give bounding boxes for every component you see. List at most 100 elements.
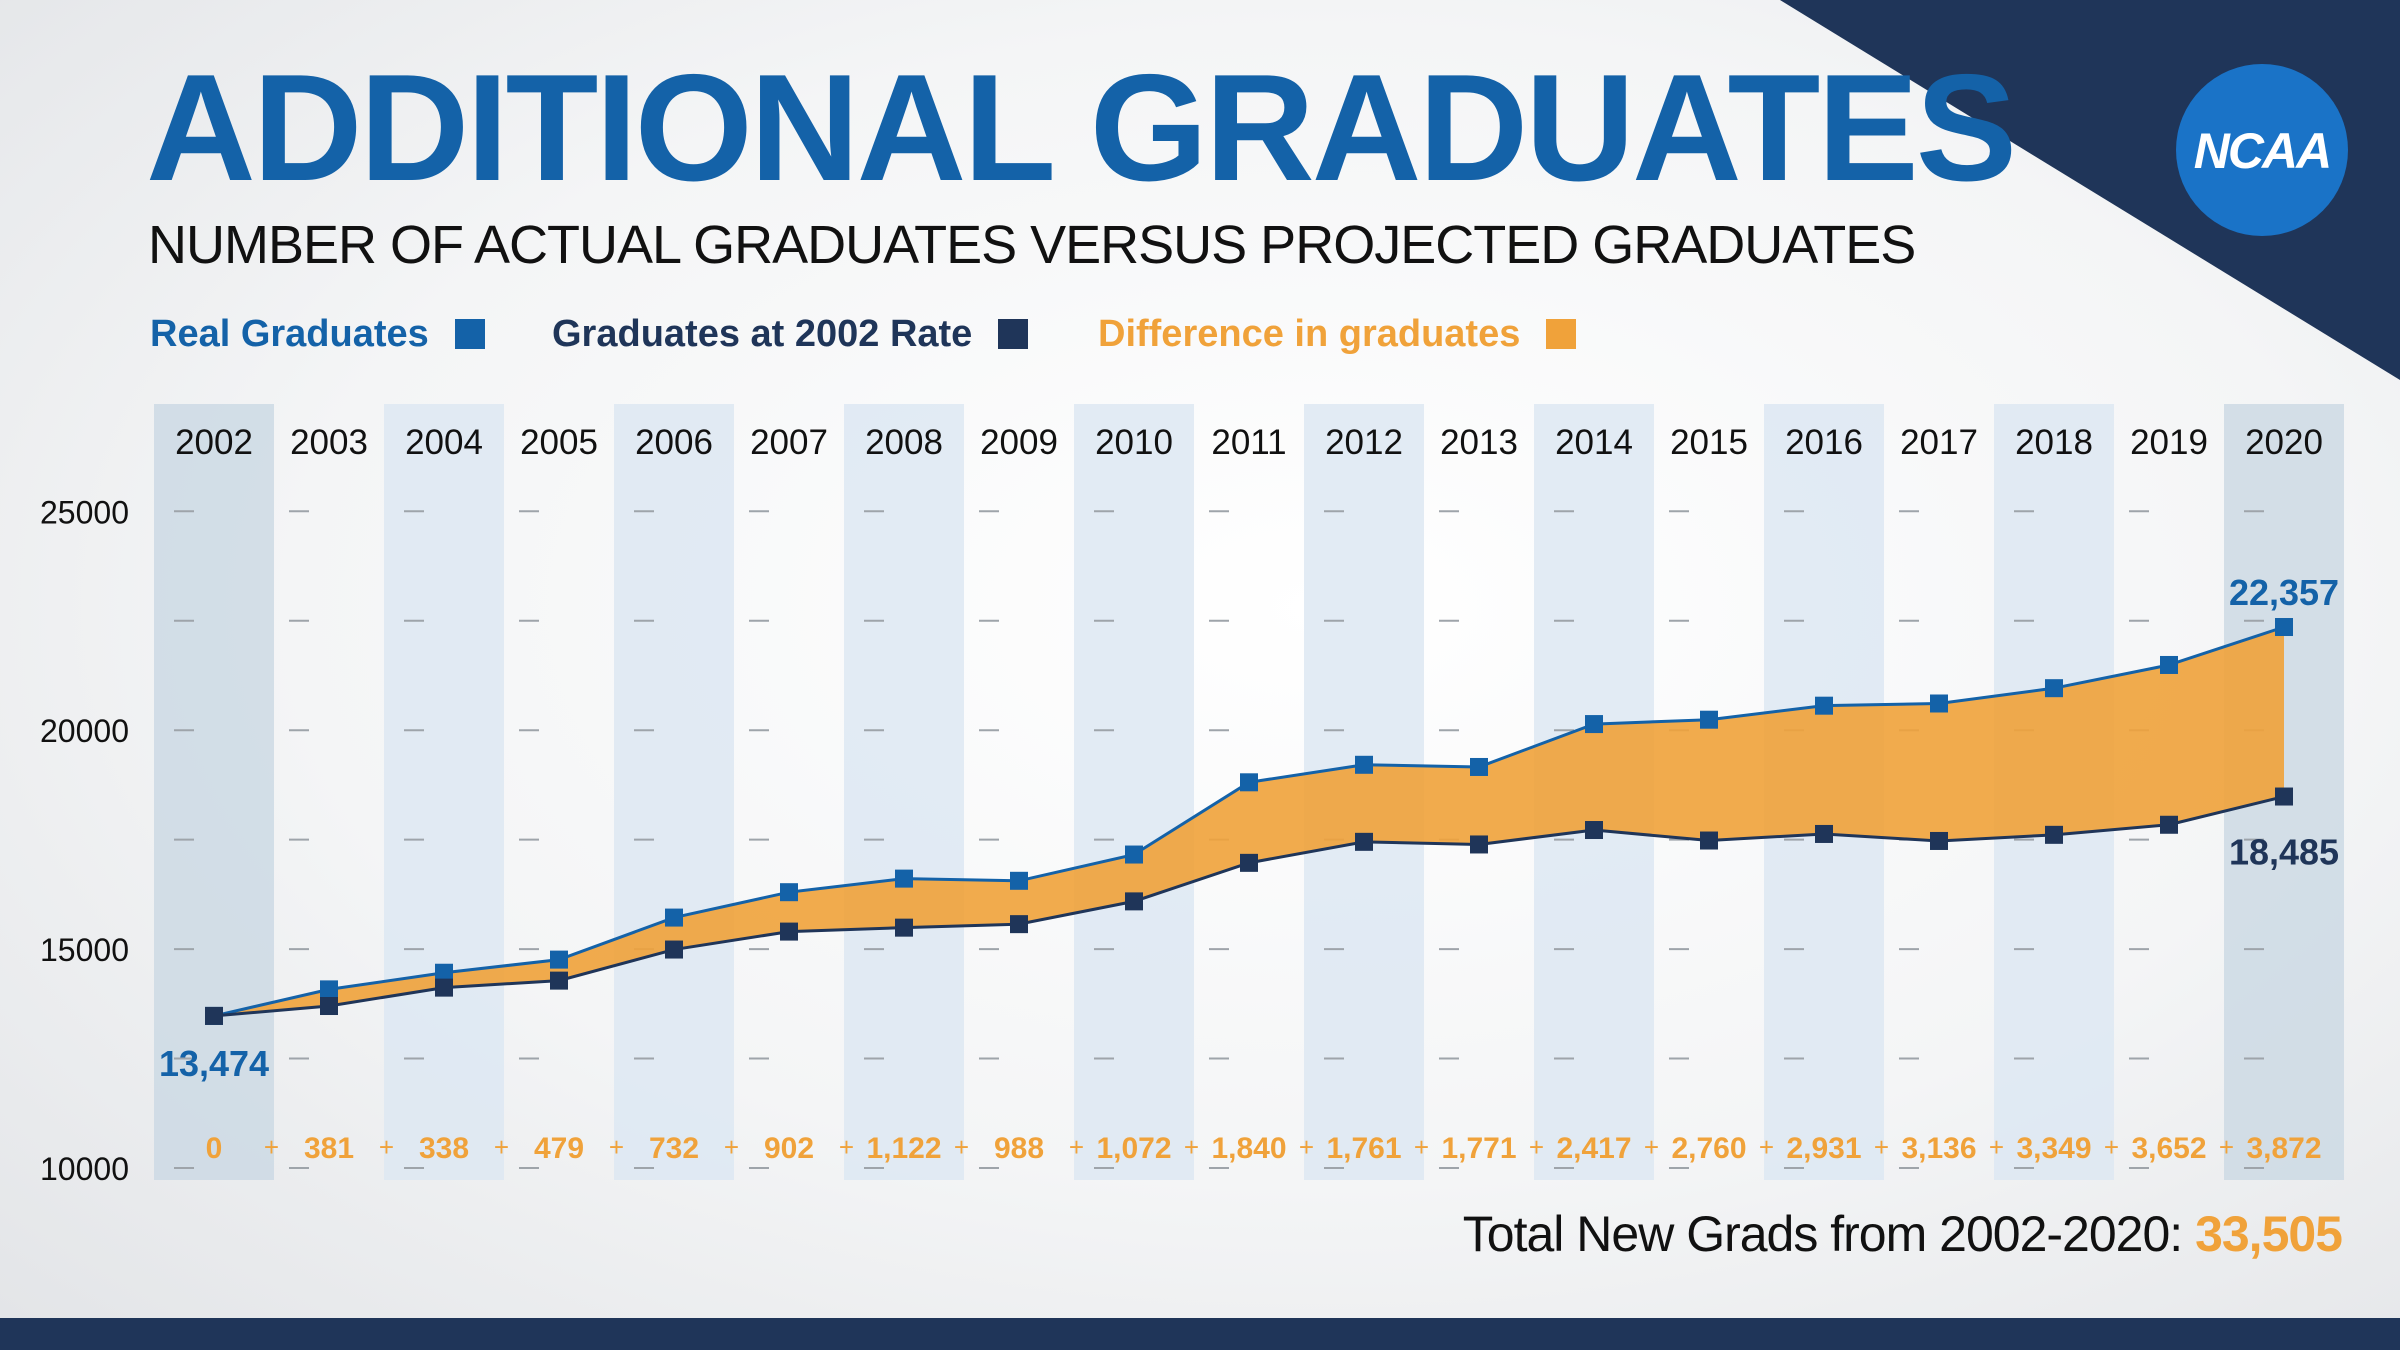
- data-point-projected: [2160, 815, 2178, 834]
- data-point-projected: [1125, 892, 1143, 911]
- data-point-real: [780, 883, 798, 902]
- plus-separator: +: [1414, 1132, 1429, 1162]
- plus-separator: +: [1989, 1132, 2004, 1162]
- difference-label: 2,931: [1786, 1132, 1861, 1165]
- data-point-projected: [1010, 915, 1028, 934]
- difference-label: 479: [534, 1132, 584, 1165]
- data-point-projected: [1700, 831, 1718, 850]
- plus-separator: +: [724, 1132, 739, 1162]
- difference-label: 1,122: [866, 1132, 941, 1165]
- data-point-real: [1700, 710, 1718, 729]
- x-tick-label: 2011: [1211, 423, 1286, 462]
- difference-label: 732: [649, 1132, 699, 1165]
- legend-swatch-projected: [998, 319, 1029, 349]
- total-new-grads: Total New Grads from 2002-2020: 33,505: [1463, 1205, 2343, 1263]
- difference-label: 2,760: [1671, 1132, 1746, 1165]
- data-point-real: [665, 908, 683, 927]
- legend-item-real: Real Graduates: [150, 310, 485, 358]
- legend-label-difference: Difference in graduates: [1098, 312, 1521, 355]
- legend-swatch-difference: [1546, 319, 1577, 349]
- plus-separator: +: [609, 1132, 624, 1162]
- year-band: [844, 404, 964, 1180]
- plus-separator: +: [494, 1132, 509, 1162]
- data-point-real: [1240, 773, 1258, 792]
- data-point-projected: [1930, 831, 1948, 850]
- x-tick-label: 2020: [2245, 423, 2323, 462]
- data-point-real: [1355, 755, 1373, 774]
- data-point-projected: [1585, 821, 1603, 840]
- data-point-real: [1470, 757, 1488, 776]
- x-tick-label: 2013: [1440, 423, 1518, 462]
- plus-separator: +: [954, 1132, 969, 1162]
- x-tick-label: 2006: [635, 423, 713, 462]
- x-tick-label: 2012: [1325, 423, 1403, 462]
- plus-separator: +: [1299, 1132, 1314, 1162]
- total-value: 33,505: [2195, 1206, 2343, 1262]
- difference-label: 902: [764, 1132, 814, 1165]
- page-subtitle: NUMBER OF ACTUAL GRADUATES VERSUS PROJEC…: [148, 215, 1916, 275]
- x-tick-label: 2002: [175, 423, 253, 462]
- data-point-projected: [780, 922, 798, 941]
- plus-separator: +: [1529, 1132, 1544, 1162]
- year-band: [614, 404, 734, 1180]
- value-annotation: 22,357: [2229, 572, 2339, 613]
- data-point-projected: [320, 997, 338, 1016]
- x-tick-label: 2007: [750, 423, 828, 462]
- footer-bar: [0, 1318, 2400, 1350]
- year-band: [154, 404, 274, 1180]
- x-tick-label: 2009: [980, 423, 1058, 462]
- data-point-projected: [895, 918, 913, 937]
- data-point-real: [1125, 845, 1143, 864]
- x-tick-label: 2010: [1095, 423, 1173, 462]
- difference-label: 338: [419, 1132, 469, 1165]
- difference-label: 1,771: [1441, 1132, 1516, 1165]
- x-tick-label: 2017: [1900, 423, 1978, 462]
- legend-swatch-real: [454, 319, 485, 349]
- data-point-real: [895, 869, 913, 888]
- year-band: [1074, 404, 1194, 1180]
- difference-label: 2,417: [1556, 1132, 1631, 1165]
- data-point-projected: [2045, 825, 2063, 844]
- logo-text: NCAA: [2194, 123, 2330, 179]
- difference-label: 1,072: [1096, 1132, 1171, 1165]
- difference-label: 3,349: [2016, 1132, 2091, 1165]
- difference-label: 1,840: [1211, 1132, 1286, 1165]
- data-point-real: [1930, 694, 1948, 713]
- data-point-projected: [205, 1006, 223, 1025]
- difference-label: 381: [304, 1132, 354, 1165]
- year-band: [384, 404, 504, 1180]
- plus-separator: +: [1874, 1132, 1889, 1162]
- legend-label-projected: Graduates at 2002 Rate: [552, 312, 973, 355]
- x-tick-label: 2014: [1555, 423, 1633, 462]
- plus-separator: +: [1644, 1132, 1659, 1162]
- data-point-real: [2275, 618, 2293, 637]
- legend-item-projected: Graduates at 2002 Rate: [552, 310, 1029, 358]
- x-tick-label: 2015: [1670, 423, 1748, 462]
- data-point-real: [2045, 679, 2063, 698]
- data-point-real: [320, 980, 338, 999]
- data-point-projected: [1240, 853, 1258, 872]
- difference-label: 3,872: [2246, 1132, 2321, 1165]
- plus-separator: +: [1759, 1132, 1774, 1162]
- data-point-projected: [435, 978, 453, 997]
- data-point-real: [1585, 715, 1603, 734]
- plus-separator: +: [2104, 1132, 2119, 1162]
- data-point-projected: [1815, 824, 1833, 843]
- data-point-projected: [1355, 832, 1373, 851]
- data-point-projected: [2275, 787, 2293, 806]
- y-tick-label: 10000: [40, 1151, 129, 1187]
- y-tick-label: 25000: [40, 494, 129, 530]
- legend-item-difference: Difference in graduates: [1098, 310, 1577, 358]
- x-tick-label: 2019: [2130, 423, 2208, 462]
- data-point-projected: [665, 940, 683, 959]
- plus-separator: +: [1069, 1132, 1084, 1162]
- difference-label: 988: [994, 1132, 1044, 1165]
- difference-label: 3,652: [2131, 1132, 2206, 1165]
- data-point-real: [2160, 655, 2178, 674]
- plus-separator: +: [2219, 1132, 2234, 1162]
- data-point-real: [1815, 696, 1833, 715]
- x-tick-label: 2005: [520, 423, 598, 462]
- legend-label-real: Real Graduates: [150, 312, 429, 355]
- difference-label: 0: [206, 1132, 223, 1165]
